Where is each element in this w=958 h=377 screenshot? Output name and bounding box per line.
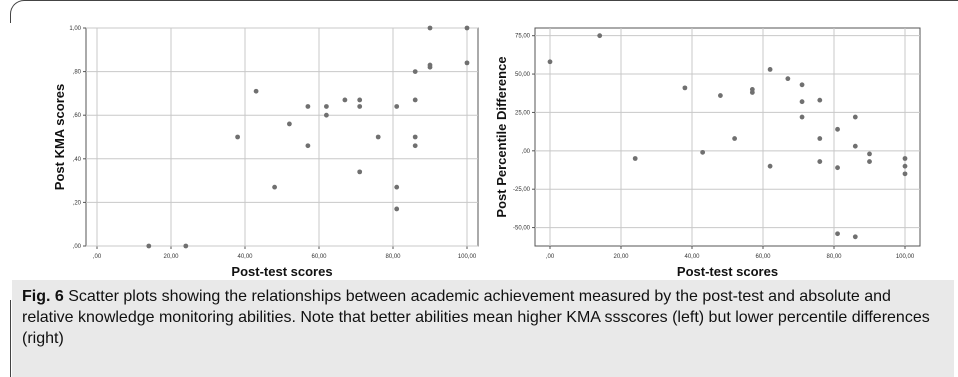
chart-1-x-tick-label: 40,00 xyxy=(237,254,253,260)
chart-1-data-point xyxy=(394,184,400,190)
chart-2-data-point xyxy=(749,90,755,95)
chart-1-data-point xyxy=(412,143,418,149)
chart-1-data-point xyxy=(375,134,381,140)
caption-label: Fig. 6 xyxy=(22,288,64,305)
chart-1-data-point xyxy=(394,104,400,109)
chart-2-data-point xyxy=(902,156,908,161)
chart-2-data-point xyxy=(817,159,823,164)
chart-1-x-tick-label: 100,00 xyxy=(458,254,477,260)
chart-2-data-point xyxy=(835,165,840,171)
chart-1-data-point xyxy=(412,69,418,74)
chart-2-data-point xyxy=(835,231,840,237)
chart-2-y-tick-label: -50,00 xyxy=(513,226,531,232)
figure-caption: Fig. 6 Scatter plots showing the relatio… xyxy=(22,286,946,349)
chart-2-data-point xyxy=(867,159,872,164)
chart-1-data-point xyxy=(146,243,152,249)
chart-2-x-tick-label: 100,00 xyxy=(896,254,915,260)
chart-2-data-point xyxy=(799,99,805,105)
chart-1-data-point xyxy=(305,143,311,149)
chart-2-y-tick-label: 75,00 xyxy=(515,34,531,40)
chart-1-data-point xyxy=(342,97,348,103)
chart-1-data-point xyxy=(357,169,363,175)
chart-2-y-axis-label: Post Percentile Difference xyxy=(494,56,509,217)
caption-box xyxy=(12,280,954,377)
chart-1-data-point xyxy=(324,104,329,109)
chart-1-plot-area xyxy=(85,27,479,247)
chart-2-data-point xyxy=(785,76,791,82)
chart-1-y-tick-label: ,40 xyxy=(73,157,82,163)
figure-frame-left xyxy=(10,300,958,377)
chart-2-data-point xyxy=(817,136,823,141)
chart-2-data-point xyxy=(852,114,858,120)
chart-1-data-point xyxy=(253,88,259,94)
chart-1-data-point xyxy=(394,206,400,212)
chart-2-data-point xyxy=(767,163,773,169)
chart-1-data-point xyxy=(235,134,241,140)
chart-2-data-point xyxy=(732,136,737,141)
chart-1-y-tick-label: ,80 xyxy=(73,70,82,76)
chart-2-x-axis-label: Post-test scores xyxy=(677,264,778,279)
chart-2-data-point xyxy=(682,85,688,91)
chart-2-data-point xyxy=(700,149,706,155)
chart-2-data-point xyxy=(835,126,840,132)
chart-2-data-point xyxy=(799,82,805,88)
chart-1-data-point xyxy=(272,184,277,190)
chart-2-data-point xyxy=(547,59,553,65)
chart-1-data-point xyxy=(324,112,329,118)
chart-2-data-point xyxy=(632,156,638,161)
chart-1-data-point xyxy=(412,97,418,103)
scatter-plot-kma: ,00 20,00 40,00 60,00 80,00 100,00 ,00 ,20 ,40 ,6… xyxy=(52,25,479,279)
chart-2-y-tick-label: -25,00 xyxy=(513,187,531,193)
chart-1-data-point xyxy=(287,121,292,127)
chart-2-y-tick-label: ,00 xyxy=(522,149,531,155)
scatter-plot-percentile: ,00 20,00 40,00 60,00 80,00 100,00 -50,00 -25,0… xyxy=(494,27,921,279)
chart-1-x-tick-label: 80,00 xyxy=(385,254,401,260)
chart-2-data-point xyxy=(767,67,773,72)
chart-2-data-point xyxy=(852,234,858,240)
chart-1-x-tick-label: 60,00 xyxy=(311,254,327,260)
chart-1-y-tick-label: ,20 xyxy=(73,200,82,206)
chart-2-x-tick-label: ,00 xyxy=(546,254,555,260)
chart-1-data-point xyxy=(464,25,470,31)
scatter-plots: ,00 20,00 40,00 60,00 80,00 100,00 ,00 ,20 ,40 ,6… xyxy=(52,25,921,279)
caption-text: Scatter plots showing the relationships … xyxy=(22,288,930,347)
chart-1-x-tick-label: ,00 xyxy=(93,254,102,260)
chart-1-x-axis-label: Post-test scores xyxy=(231,264,332,279)
chart-2-x-tick-label: 80,00 xyxy=(826,254,842,260)
chart-2-y-tick-label: 50,00 xyxy=(515,72,531,78)
chart-2-x-tick-label: 40,00 xyxy=(684,254,700,260)
chart-1-y-tick-label: ,60 xyxy=(73,113,82,119)
chart-2-data-point xyxy=(597,33,603,39)
chart-1-data-point xyxy=(427,25,433,31)
chart-1-data-point xyxy=(357,97,363,103)
chart-1-x-tick-label: 20,00 xyxy=(163,254,179,260)
chart-2-data-point xyxy=(852,143,858,149)
chart-1-y-tick-label: ,00 xyxy=(73,244,82,250)
chart-2-plot-area xyxy=(534,27,921,247)
figure-frame-top xyxy=(10,0,958,23)
chart-2-data-point xyxy=(799,114,805,120)
chart-1-y-axis-label: Post KMA scores xyxy=(52,84,67,190)
chart-2-x-tick-label: 60,00 xyxy=(755,254,771,260)
chart-1-data-point xyxy=(464,60,470,66)
chart-2-data-point xyxy=(718,93,723,98)
chart-1-data-point xyxy=(305,104,311,109)
chart-2-y-tick-label: 25,00 xyxy=(515,110,531,116)
chart-2-data-point xyxy=(817,97,823,103)
chart-1-data-point xyxy=(427,64,433,70)
chart-2-data-point xyxy=(902,171,908,177)
chart-2-x-tick-label: 20,00 xyxy=(613,254,629,260)
chart-1-data-point xyxy=(412,134,418,140)
chart-1-y-tick-label: 1,00 xyxy=(69,26,81,32)
chart-1-data-point xyxy=(183,243,189,249)
chart-2-data-point xyxy=(902,163,908,169)
chart-2-data-point xyxy=(867,151,872,157)
chart-1-data-point xyxy=(357,104,363,109)
